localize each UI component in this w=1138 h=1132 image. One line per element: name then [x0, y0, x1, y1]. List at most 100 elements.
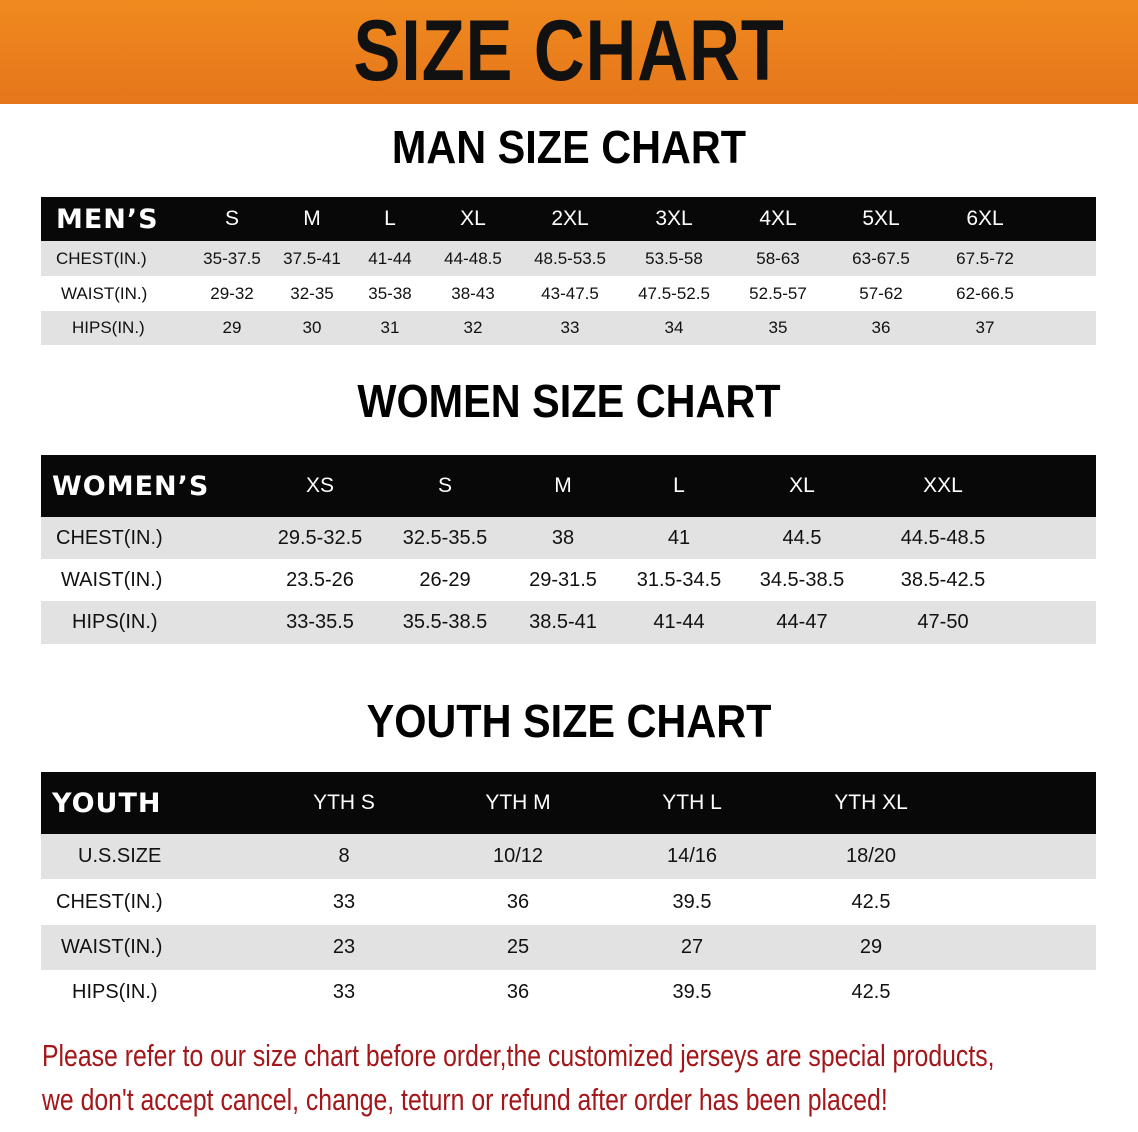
table-cell: 36 [506, 981, 530, 1003]
table-cell: 39.5 [672, 890, 712, 913]
banner-title: SIZE CHART [353, 3, 785, 99]
table-row: HIPS(IN.) 33-35.5 35.5-38.5 38.5-41 41-44 44-… [41, 601, 1096, 644]
row-label: CHEST(IN.) [56, 890, 163, 913]
table-cell: 29.5-32.5 [277, 526, 363, 549]
table-cell: 33 [332, 981, 356, 1003]
table-cell: 57-62 [859, 283, 903, 303]
table-cell: 31 [380, 318, 400, 337]
table-cell: 35 [768, 318, 788, 337]
table-cell: 41-44 [653, 611, 705, 633]
size-header-cell: 6XL [966, 207, 1004, 230]
women-size-table: WOMEN’S XS S M L XL XXL CHEST(IN.) 29.5-32.5 32.5… [41, 455, 1096, 644]
size-header-cell: M [554, 474, 572, 497]
table-cell: 67.5-72 [956, 248, 1014, 268]
table-cell: 38 [551, 526, 575, 549]
table-cell: 29 [859, 936, 883, 958]
table-cell: 29-32 [210, 283, 254, 303]
table-cell: 37 [975, 318, 995, 337]
row-label: HIPS(IN.) [72, 981, 158, 1003]
table-cell: 30 [302, 318, 322, 337]
table-cell: 23 [332, 936, 356, 958]
table-cell: 47.5-52.5 [638, 283, 710, 303]
row-label: HIPS(IN.) [72, 318, 145, 337]
table-row: CHEST(IN.) 29.5-32.5 32.5-35.5 38 41 44.5 44.5… [41, 517, 1096, 559]
size-header-cell: 2XL [551, 207, 589, 230]
row-label: CHEST(IN.) [56, 248, 147, 268]
table-cell: 26-29 [419, 568, 471, 591]
notice-line-2: we don't accept cancel, change, teturn o… [42, 1082, 888, 1117]
men-section-title: MAN SIZE CHART [391, 121, 747, 173]
row-label: HIPS(IN.) [72, 611, 158, 633]
size-header-cell: S [437, 474, 453, 497]
table-cell: 25 [506, 936, 530, 958]
men-header-label: MEN’S [56, 203, 159, 235]
size-header-cell: S [224, 207, 240, 230]
youth-header-label: YOUTH [52, 787, 162, 819]
size-header-cell: XXL [923, 474, 963, 497]
row-label: CHEST(IN.) [56, 526, 163, 549]
table-cell: 32-35 [290, 283, 334, 303]
men-header-row: MEN’S S M L XL 2XL 3XL 4XL 5XL 6XL [41, 197, 1096, 241]
table-cell: 42.5 [851, 890, 891, 913]
women-header-label: WOMEN’S [52, 470, 210, 502]
table-cell: 32.5-35.5 [402, 526, 488, 549]
table-cell: 48.5-53.5 [534, 248, 606, 268]
size-header-cell: 4XL [759, 207, 797, 230]
size-header-cell: XL [789, 474, 815, 497]
table-cell: 38-43 [451, 283, 495, 303]
table-cell: 33-35.5 [286, 611, 354, 633]
size-header-cell: XL [460, 207, 486, 230]
men-size-table: MEN’S S M L XL 2XL 3XL 4XL 5XL 6XL CHEST(IN.) 35-37… [41, 197, 1096, 345]
women-section-title: WOMEN SIZE CHART [357, 375, 781, 427]
size-header-cell: YTH M [485, 791, 551, 814]
table-cell: 39.5 [672, 981, 712, 1003]
table-cell: 10/12 [492, 845, 544, 867]
table-cell: 8 [338, 845, 350, 867]
table-cell: 38.5-42.5 [900, 568, 986, 591]
table-cell: 23.5-26 [286, 568, 354, 591]
size-header-cell: YTH XL [834, 791, 908, 814]
row-label: WAIST(IN.) [61, 936, 163, 958]
table-cell: 32 [463, 318, 483, 337]
table-cell: 42.5 [851, 981, 891, 1003]
row-label: WAIST(IN.) [61, 568, 163, 591]
size-header-cell: YTH S [313, 791, 375, 814]
table-cell: 35.5-38.5 [402, 611, 488, 633]
table-cell: 47-50 [917, 611, 969, 633]
notice-line-1: Please refer to our size chart before or… [42, 1038, 995, 1073]
size-header-cell: XS [305, 474, 335, 497]
table-row: WAIST(IN.) 29-32 32-35 35-38 38-43 43-47.5 47.… [41, 276, 1096, 311]
table-row: HIPS(IN.) 33 36 39.5 42.5 [41, 970, 1096, 1015]
table-row: CHEST(IN.) 35-37.5 37.5-41 41-44 44-48.5 48.5… [41, 241, 1096, 276]
table-cell: 44-48.5 [444, 248, 502, 268]
size-header-cell: 3XL [655, 207, 693, 230]
table-row: WAIST(IN.) 23.5-26 26-29 29-31.5 31.5-34.5 34… [41, 559, 1096, 601]
youth-size-table: YOUTH YTH S YTH M YTH L YTH XL U.S.SIZE 8 10/12… [41, 772, 1096, 1015]
table-cell: 31.5-34.5 [636, 568, 722, 591]
table-row: CHEST(IN.) 33 36 39.5 42.5 [41, 879, 1096, 925]
table-cell: 41 [667, 526, 691, 549]
row-label: U.S.SIZE [78, 845, 162, 867]
table-row: HIPS(IN.) 29 30 31 32 33 34 35 36 37 [41, 311, 1096, 345]
size-header-cell: M [303, 207, 321, 230]
size-header-cell: 5XL [862, 207, 900, 230]
table-cell: 35-38 [368, 283, 412, 303]
table-cell: 37.5-41 [283, 248, 341, 268]
table-cell: 43-47.5 [541, 283, 599, 303]
size-header-cell: YTH L [662, 791, 722, 814]
table-cell: 53.5-58 [645, 248, 703, 268]
table-cell: 44-47 [776, 611, 828, 633]
table-cell: 29 [222, 318, 242, 337]
size-header-cell: L [384, 207, 396, 230]
table-cell: 35-37.5 [203, 248, 261, 268]
table-cell: 33 [560, 318, 580, 337]
table-cell: 52.5-57 [749, 283, 807, 303]
row-label: WAIST(IN.) [61, 283, 148, 303]
table-cell: 36 [871, 318, 891, 337]
table-cell: 33 [332, 890, 356, 913]
women-header-row: WOMEN’S XS S M L XL XXL [41, 455, 1096, 517]
table-cell: 38.5-41 [529, 611, 597, 633]
table-row: U.S.SIZE 8 10/12 14/16 18/20 [41, 834, 1096, 879]
table-cell: 18/20 [845, 845, 897, 867]
title-banner: SIZE CHART [0, 0, 1138, 104]
